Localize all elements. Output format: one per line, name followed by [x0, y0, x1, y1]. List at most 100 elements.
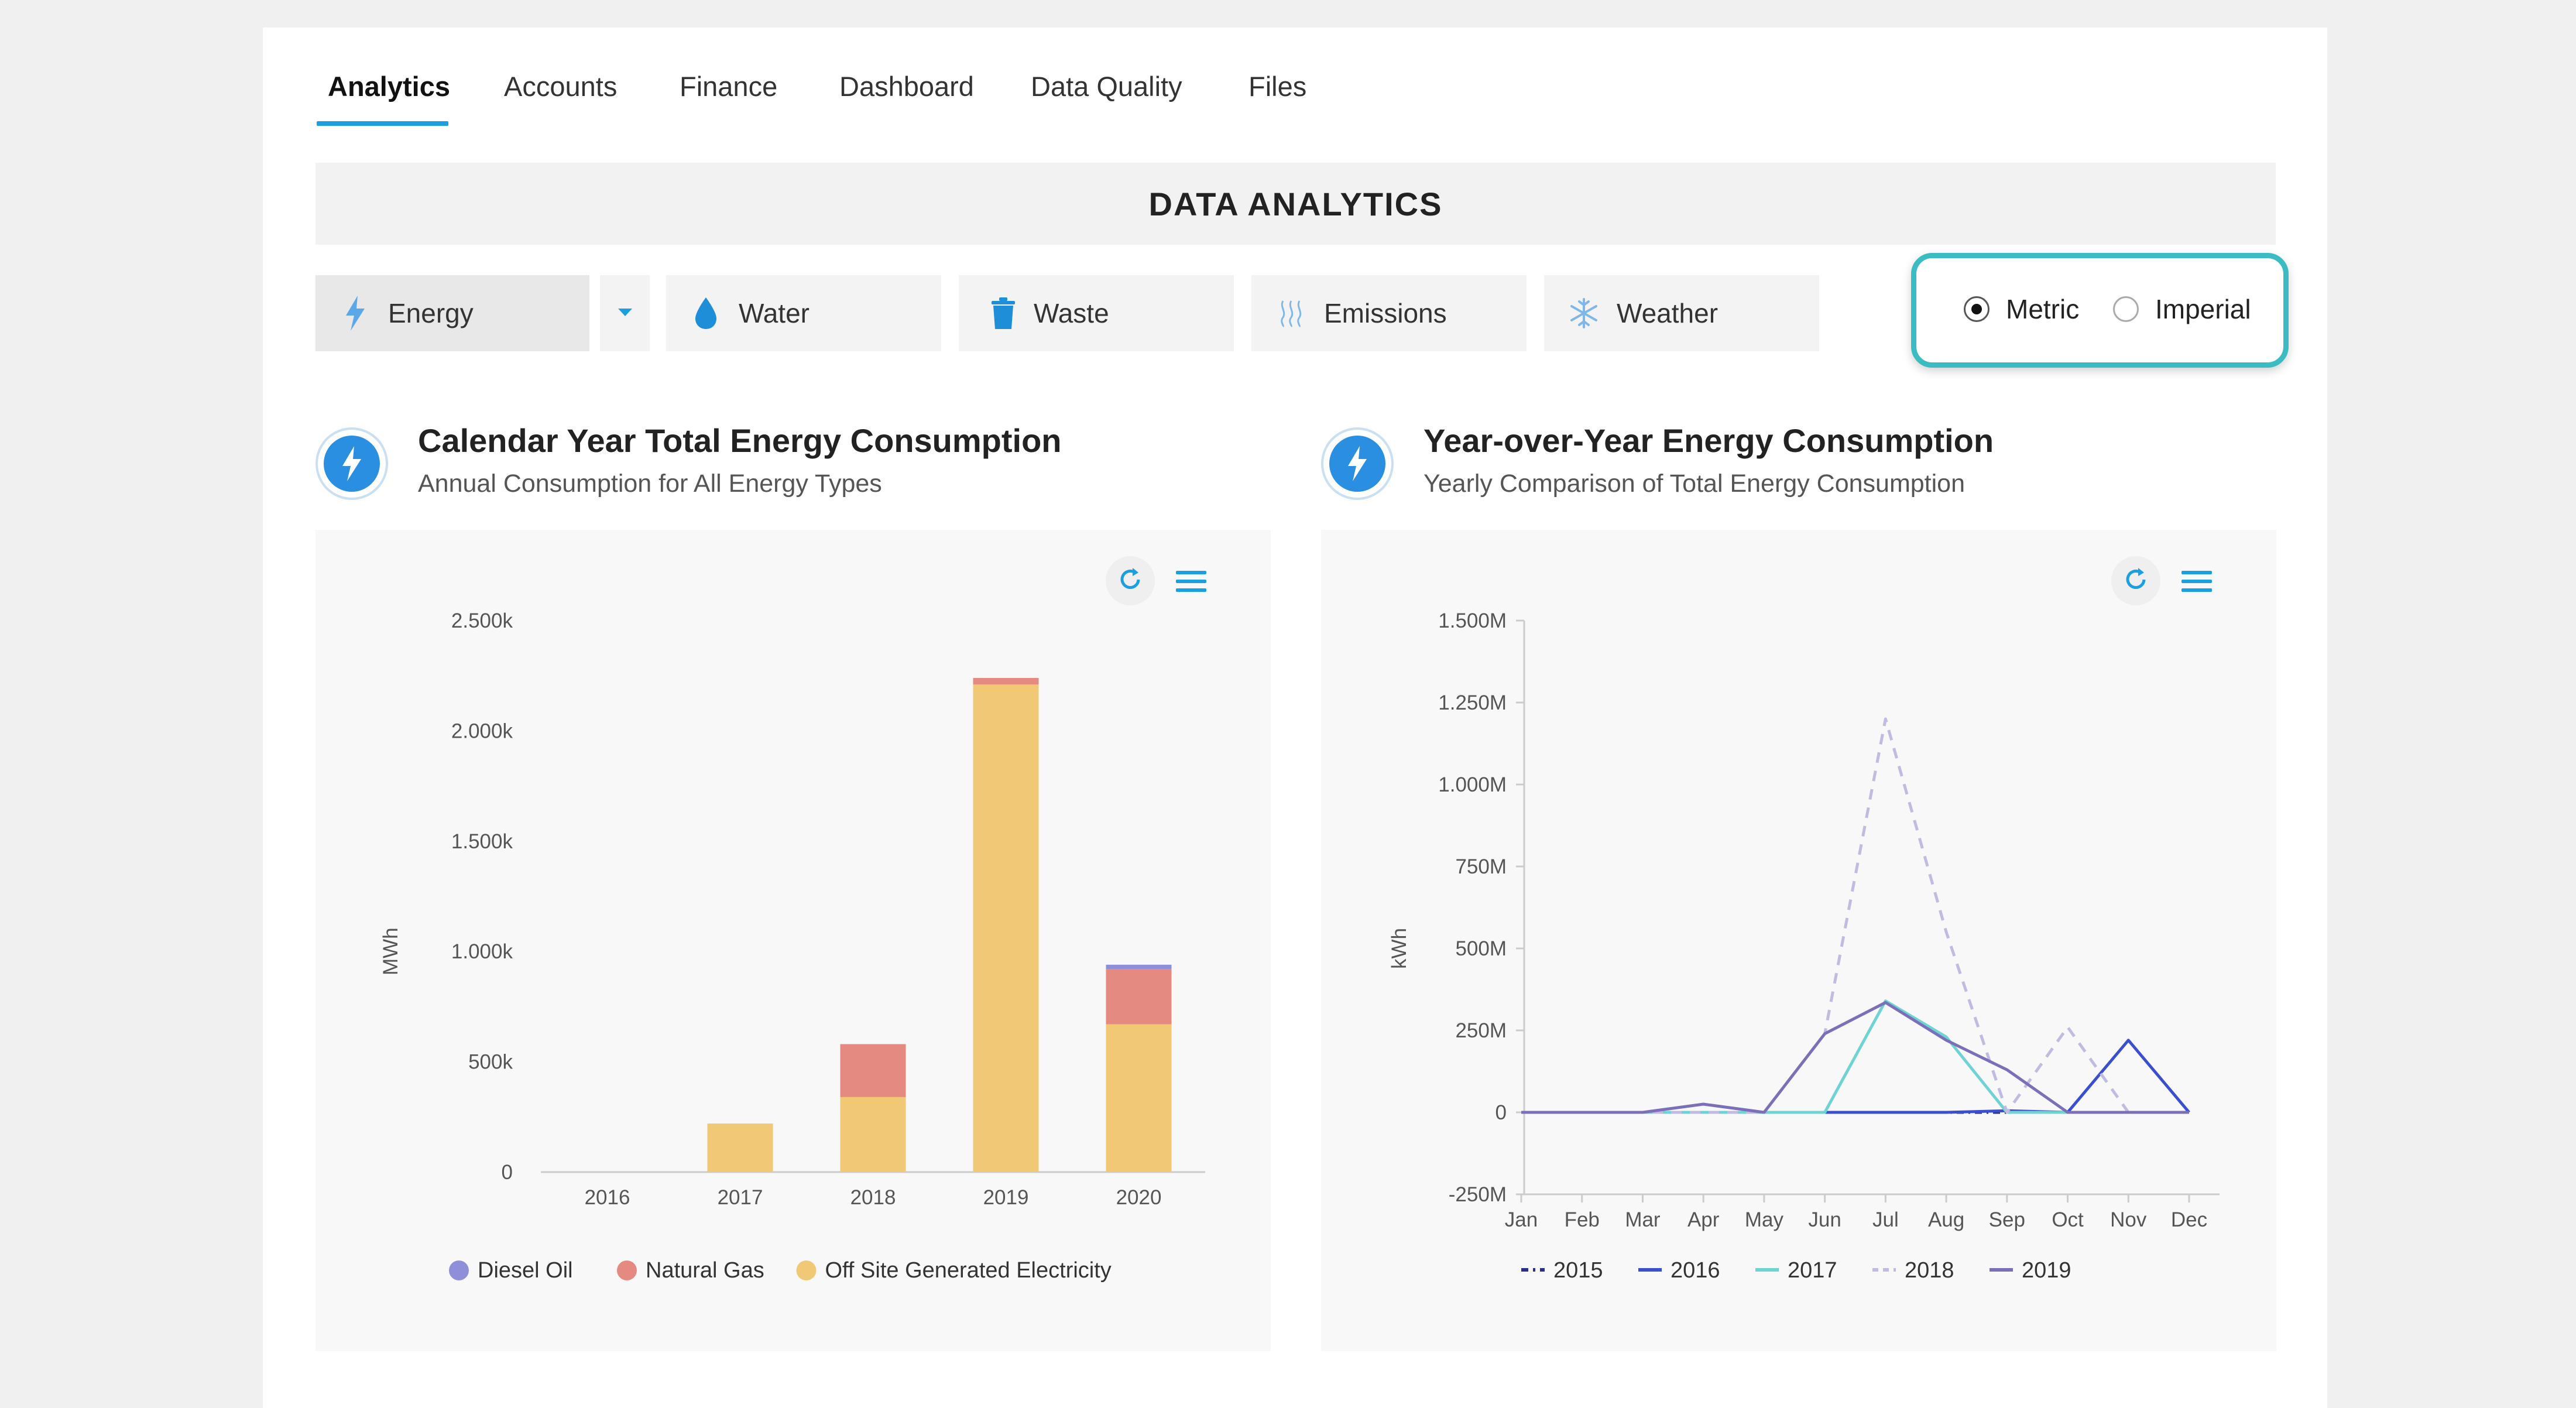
x-tick-label: Jan [1505, 1208, 1538, 1231]
legend-marker [449, 1260, 469, 1280]
x-tick-label: Dec [2171, 1208, 2207, 1231]
water-category-button[interactable]: Water [666, 275, 941, 351]
x-tick-label: Feb [1565, 1208, 1600, 1231]
x-tick-label: Oct [2052, 1208, 2084, 1231]
active-tab-indicator [317, 121, 448, 126]
hamburger-menu-icon [2181, 570, 2212, 596]
y-tick-label: 1.250M [1438, 691, 1507, 714]
y-tick-label: 0 [1495, 1101, 1507, 1124]
page-title: DATA ANALYTICS [1148, 185, 1443, 222]
energy-dropdown-button[interactable] [600, 275, 650, 351]
tab-data-quality[interactable]: Data Quality [1031, 64, 1182, 126]
bar-segment [1106, 969, 1172, 1025]
emissions-label: Emissions [1324, 298, 1447, 328]
tab-dashboard[interactable]: Dashboard [839, 64, 974, 126]
chart-menu-button[interactable] [1171, 562, 1212, 603]
chart-badge [1321, 427, 1394, 500]
lightning-icon [1329, 436, 1385, 492]
bar-chart: 0 500k 1.000k 1.500k 2.000k 2.500k MWh 2016 2017… [379, 609, 1205, 1283]
chart-title: Year-over-Year Energy Consumption [1424, 422, 1994, 459]
weather-category-button[interactable]: Weather [1544, 275, 1819, 351]
emissions-category-button[interactable]: Emissions [1251, 275, 1527, 351]
tab-files[interactable]: Files [1248, 64, 1306, 126]
y-tick-label: 1.000k [451, 940, 513, 963]
x-tick-label: 2016 [585, 1186, 630, 1209]
bar-chart-panel: 0 500k 1.000k 1.500k 2.000k 2.500k MWh 2016 2017… [315, 530, 1271, 1351]
y-tick-label: 250M [1455, 1019, 1507, 1042]
legend-label: 2017 [1788, 1258, 1837, 1283]
caret-down-icon [616, 306, 634, 321]
tab-accounts[interactable]: Accounts [504, 64, 617, 126]
legend-label: Off Site Generated Electricity [825, 1258, 1112, 1283]
metric-radio[interactable]: Metric [1964, 293, 2079, 325]
x-tick-label: Sep [1989, 1208, 2025, 1231]
chart-menu-button[interactable] [2176, 562, 2217, 603]
water-drop-icon [688, 296, 723, 331]
chart-subtitle: Annual Consumption for All Energy Types [418, 470, 882, 498]
legend-label: 2019 [2022, 1258, 2071, 1283]
tab-label: Dashboard [839, 71, 974, 102]
imperial-radio[interactable]: Imperial [2113, 293, 2251, 325]
radio-selected-icon [1964, 296, 1990, 322]
refresh-chart-button[interactable] [1106, 556, 1155, 605]
page-header: DATA ANALYTICS [315, 163, 2276, 245]
x-tick-label: Jul [1872, 1208, 1899, 1231]
hamburger-menu-icon [1176, 570, 1206, 596]
legend-label: 2016 [1671, 1258, 1720, 1283]
lightning-icon [338, 296, 373, 331]
y-tick-label: 500k [468, 1051, 513, 1074]
x-tick-label: Nov [2110, 1208, 2147, 1231]
bar-segment [973, 684, 1039, 1172]
tab-label: Files [1248, 71, 1307, 102]
energy-label: Energy [388, 298, 474, 328]
legend-marker [796, 1260, 817, 1280]
waste-category-button[interactable]: Waste [959, 275, 1234, 351]
x-tick-label: Mar [1625, 1208, 1661, 1231]
chart-title: Calendar Year Total Energy Consumption [418, 422, 1062, 459]
y-tick-label: 500M [1455, 937, 1507, 960]
tab-label: Analytics [328, 71, 450, 102]
y-tick-label: 750M [1455, 855, 1507, 878]
line-chart: -250M 0 250M 500M 750M 1.000M 1.250M 1.500M Jan F… [1388, 609, 2220, 1283]
legend-label: 2015 [1553, 1258, 1603, 1283]
series-line-2019 [1521, 1001, 2189, 1114]
chart-subtitle: Yearly Comparison of Total Energy Consum… [1424, 470, 1966, 498]
y-tick-label: 2.000k [451, 720, 513, 742]
weather-label: Weather [1617, 298, 1719, 328]
emissions-waves-icon [1274, 296, 1309, 331]
line-chart-panel: -250M 0 250M 500M 750M 1.000M 1.250M 1.500M Jan F… [1321, 530, 2276, 1351]
x-tick-label: Apr [1687, 1208, 1720, 1231]
bar-segment [840, 1044, 906, 1097]
x-tick-label: 2017 [718, 1186, 763, 1209]
imperial-label: Imperial [2155, 294, 2251, 324]
energy-category-button[interactable]: Energy [315, 275, 589, 351]
x-tick-label: 2020 [1116, 1186, 1162, 1209]
bar-segment [1106, 964, 1172, 970]
tab-finance[interactable]: Finance [680, 64, 777, 126]
x-tick-label: Aug [1928, 1208, 1964, 1231]
tab-label: Data Quality [1031, 71, 1182, 102]
y-tick-label: 2.500k [451, 609, 513, 632]
refresh-chart-button[interactable] [2111, 556, 2160, 605]
water-label: Water [739, 298, 809, 328]
legend-label: 2018 [1905, 1258, 1954, 1283]
snowflake-icon [1566, 296, 1601, 331]
series-line-2018 [1521, 717, 2189, 1114]
bar-segment [1106, 1024, 1172, 1172]
y-tick-label: 1.500M [1438, 609, 1507, 632]
tab-analytics[interactable]: Analytics [317, 64, 450, 126]
y-tick-label: -250M [1449, 1183, 1507, 1206]
y-tick-label: 0 [502, 1161, 513, 1184]
series-line-2016 [1521, 1039, 2190, 1114]
bar-segment [973, 677, 1039, 685]
legend-label: Diesel Oil [478, 1258, 573, 1283]
refresh-icon [2123, 567, 2149, 595]
radio-unselected-icon [2113, 296, 2139, 322]
tab-bar: Analytics Accounts Finance Dashboard Dat… [317, 64, 1370, 126]
x-tick-label: 2018 [850, 1186, 896, 1209]
chart-badge [315, 427, 388, 500]
trash-icon [986, 296, 1021, 331]
y-tick-label: 1.000M [1438, 773, 1507, 796]
metric-label: Metric [2006, 294, 2080, 324]
refresh-icon [1117, 567, 1143, 595]
